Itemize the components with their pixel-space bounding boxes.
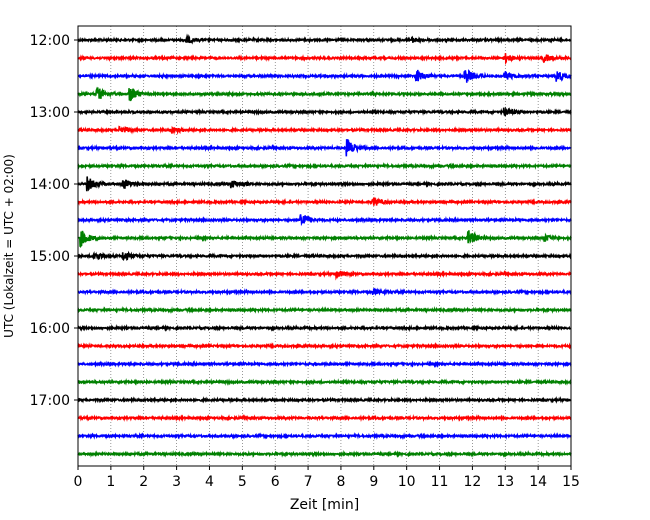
y-axis-label: UTC (Lokalzeit = UTC + 02:00) xyxy=(2,154,16,338)
x-tick-label: 15 xyxy=(562,474,580,490)
trace-row-1345 xyxy=(77,161,572,170)
trace-row-1400 xyxy=(77,176,572,192)
trace-row-1645 xyxy=(77,378,572,386)
x-tick-label: 3 xyxy=(172,474,181,490)
x-tick-label: 12 xyxy=(463,474,481,490)
trace-row-1715 xyxy=(77,413,572,422)
x-tick-label: 13 xyxy=(496,474,514,490)
trace-row-1415 xyxy=(77,196,572,207)
trace-row-1730 xyxy=(77,431,572,440)
x-tick-label: 10 xyxy=(398,474,416,490)
x-tick-label: 8 xyxy=(336,474,345,490)
y-tick-label: 14:00 xyxy=(30,177,70,193)
trace-row-1500 xyxy=(77,250,572,261)
trace-row-1600 xyxy=(77,323,572,333)
trace-row-1430 xyxy=(77,214,572,227)
trace-row-1615 xyxy=(77,342,572,350)
trace-row-1330 xyxy=(77,139,572,157)
trace-row-1545 xyxy=(77,305,572,314)
trace-row-1630 xyxy=(77,359,572,368)
x-tick-label: 11 xyxy=(431,474,449,490)
trace-row-1700 xyxy=(77,395,572,404)
trace-row-1215 xyxy=(77,53,572,66)
x-tick-label: 14 xyxy=(529,474,547,490)
x-tick-label: 0 xyxy=(74,474,83,490)
trace-row-1200 xyxy=(77,33,572,45)
x-tick-label: 7 xyxy=(304,474,313,490)
y-tick-label: 17:00 xyxy=(30,393,70,409)
y-tick-label: 15:00 xyxy=(30,249,70,265)
y-tick-label: 13:00 xyxy=(30,105,70,121)
vertical-grid xyxy=(110,26,539,466)
trace-row-1230 xyxy=(77,69,572,83)
plot-frame xyxy=(77,25,572,467)
trace-row-1445 xyxy=(77,230,572,248)
trace-row-1245 xyxy=(77,86,572,102)
x-tick-label: 6 xyxy=(271,474,280,490)
trace-row-1530 xyxy=(77,287,572,297)
trace-row-1300 xyxy=(77,106,572,117)
y-tick-label: 12:00 xyxy=(30,33,70,49)
y-axis-ticks: 12:00 13:00 14:00 15:00 16:00 17:00 xyxy=(30,33,78,409)
x-axis-ticks: 0 1 2 3 4 5 6 7 8 9 10 11 12 13 14 15 xyxy=(74,466,580,490)
trace-row-1745 xyxy=(77,449,572,458)
y-tick-label: 16:00 xyxy=(30,321,70,337)
x-tick-label: 4 xyxy=(205,474,214,490)
x-tick-label: 2 xyxy=(139,474,148,490)
x-tick-label: 9 xyxy=(369,474,378,490)
x-axis-label: Zeit [min] xyxy=(290,497,359,513)
x-tick-label: 1 xyxy=(106,474,115,490)
trace-row-1515 xyxy=(77,269,572,281)
x-tick-label: 5 xyxy=(238,474,247,490)
trace-rows xyxy=(77,33,572,458)
trace-row-1315 xyxy=(77,125,572,136)
